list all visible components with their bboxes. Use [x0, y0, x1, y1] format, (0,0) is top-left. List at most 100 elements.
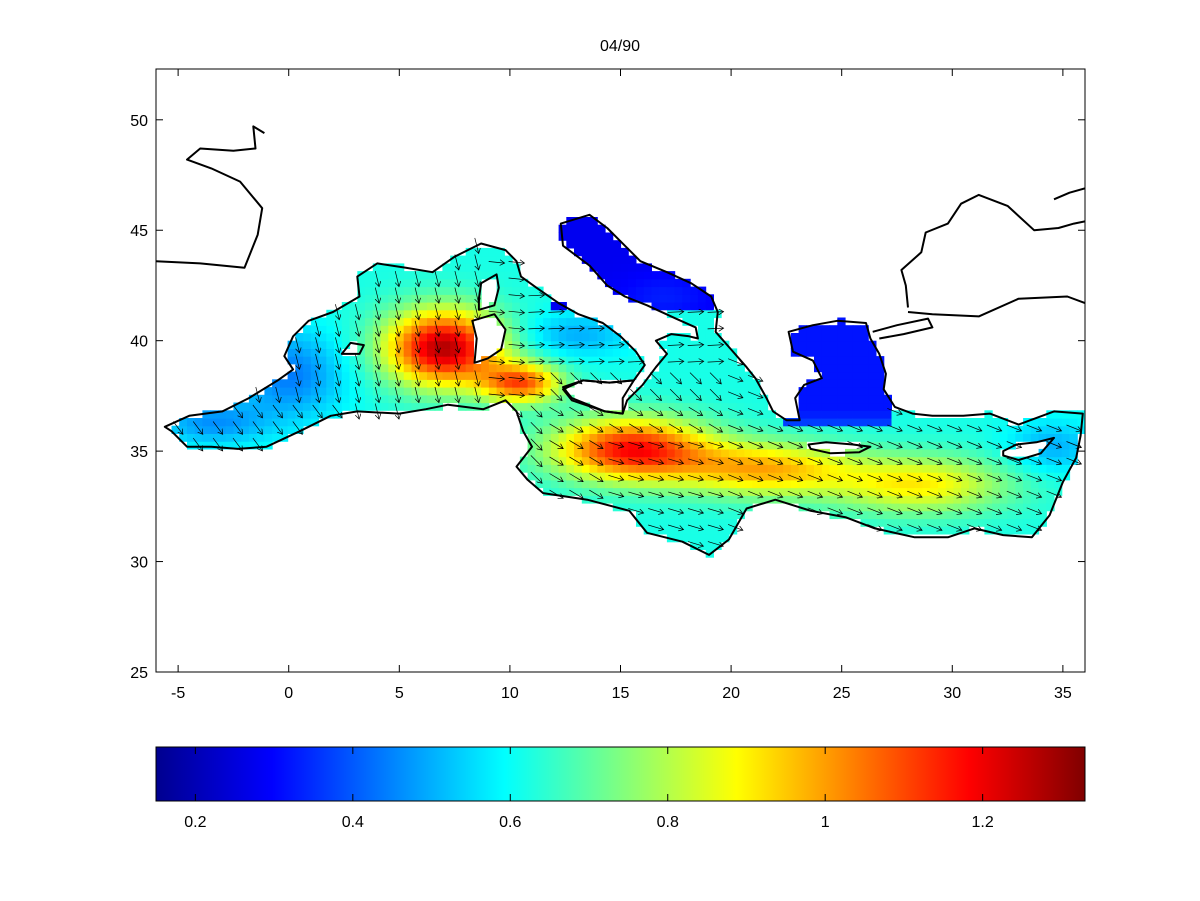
- field-cell: [883, 433, 892, 442]
- field-cell: [264, 402, 273, 411]
- field-cell: [566, 479, 575, 489]
- field-cell: [465, 271, 474, 280]
- direction-arrow: [608, 458, 623, 464]
- field-cell: [829, 425, 838, 434]
- field-cell: [891, 472, 900, 481]
- field-cell: [783, 433, 792, 442]
- field-cell: [814, 402, 823, 411]
- field-cell: [845, 503, 854, 512]
- field-cell: [697, 510, 707, 520]
- field-cell: [790, 333, 800, 342]
- field-cell: [837, 363, 846, 373]
- field-cell: [1061, 448, 1071, 458]
- field-cell: [767, 448, 776, 458]
- field-cell: [705, 518, 714, 527]
- field-cell: [783, 418, 792, 427]
- field-cell: [891, 479, 900, 489]
- field-cell: [968, 503, 978, 512]
- field-cell: [295, 371, 304, 380]
- field-cell: [341, 387, 351, 396]
- field-cell: [574, 464, 583, 473]
- field-cell: [984, 464, 993, 473]
- field-cell: [1030, 526, 1040, 535]
- field-cell: [581, 418, 591, 427]
- field-cell: [659, 394, 668, 404]
- field-cell: [388, 325, 397, 334]
- field-cell: [1023, 526, 1032, 535]
- direction-arrow: [887, 524, 902, 530]
- x-tick-label: 15: [612, 685, 630, 702]
- field-cell: [558, 472, 567, 481]
- field-cell: [798, 495, 807, 504]
- field-cell: [837, 379, 846, 388]
- field-cell: [628, 448, 637, 458]
- field-cell: [876, 410, 885, 419]
- field-cell: [744, 394, 753, 404]
- field-cell: [682, 302, 691, 311]
- field-cell: [581, 255, 591, 264]
- field-cell: [597, 487, 606, 496]
- field-cell: [457, 356, 467, 365]
- field-cell: [674, 302, 683, 311]
- direction-arrow: [707, 441, 723, 447]
- direction-arrow: [414, 353, 419, 370]
- field-cell: [666, 495, 676, 504]
- field-cell: [365, 325, 374, 334]
- field-cell: [1007, 425, 1016, 434]
- field-cell: [605, 418, 614, 427]
- field-cell: [837, 340, 846, 349]
- field-cell: [403, 302, 412, 311]
- field-cell: [690, 402, 699, 411]
- field-cell: [837, 394, 846, 404]
- field-cell: [457, 302, 467, 311]
- direction-arrow: [707, 474, 723, 480]
- direction-arrow: [332, 404, 343, 418]
- field-cell: [465, 255, 474, 264]
- direction-arrow: [530, 471, 542, 483]
- field-cell: [961, 464, 970, 473]
- field-cell: [899, 410, 908, 419]
- field-cell: [581, 333, 591, 342]
- field-cell: [233, 402, 242, 411]
- field-cell: [705, 317, 714, 326]
- field-cell: [171, 425, 180, 434]
- field-cell: [248, 433, 258, 442]
- direction-arrow: [608, 361, 624, 362]
- direction-arrow: [927, 507, 942, 514]
- field-cell: [868, 487, 877, 496]
- field-cell: [1030, 425, 1040, 434]
- field-cell: [581, 217, 591, 226]
- field-cell: [705, 441, 714, 450]
- field-cell: [357, 278, 366, 288]
- direction-arrow: [394, 304, 399, 320]
- field-cell: [512, 363, 521, 373]
- field-cell: [852, 472, 862, 481]
- field-cell: [651, 402, 660, 411]
- field-cell: [821, 387, 831, 396]
- field-cell: [992, 472, 1001, 481]
- field-cell: [612, 371, 622, 380]
- field-cell: [728, 472, 738, 481]
- field-cell: [605, 348, 614, 357]
- field-cell: [666, 479, 676, 489]
- field-cell: [860, 487, 869, 496]
- field-cell: [876, 456, 885, 465]
- direction-arrow: [986, 474, 1002, 481]
- field-cell: [976, 433, 985, 442]
- field-cell: [775, 495, 784, 504]
- field-cell: [396, 325, 405, 334]
- field-cell: [357, 286, 366, 295]
- direction-arrow: [628, 508, 643, 514]
- field-cell: [961, 487, 970, 496]
- field-cell: [403, 379, 412, 388]
- field-cell: [388, 394, 397, 404]
- field-cell: [744, 448, 753, 458]
- field-cell: [605, 425, 614, 434]
- field-cell: [666, 302, 676, 311]
- field-cell: [535, 472, 544, 481]
- field-cell: [852, 418, 862, 427]
- direction-arrow: [887, 457, 902, 464]
- field-cell: [1007, 464, 1016, 473]
- field-cell: [930, 495, 939, 504]
- field-cell: [713, 464, 722, 473]
